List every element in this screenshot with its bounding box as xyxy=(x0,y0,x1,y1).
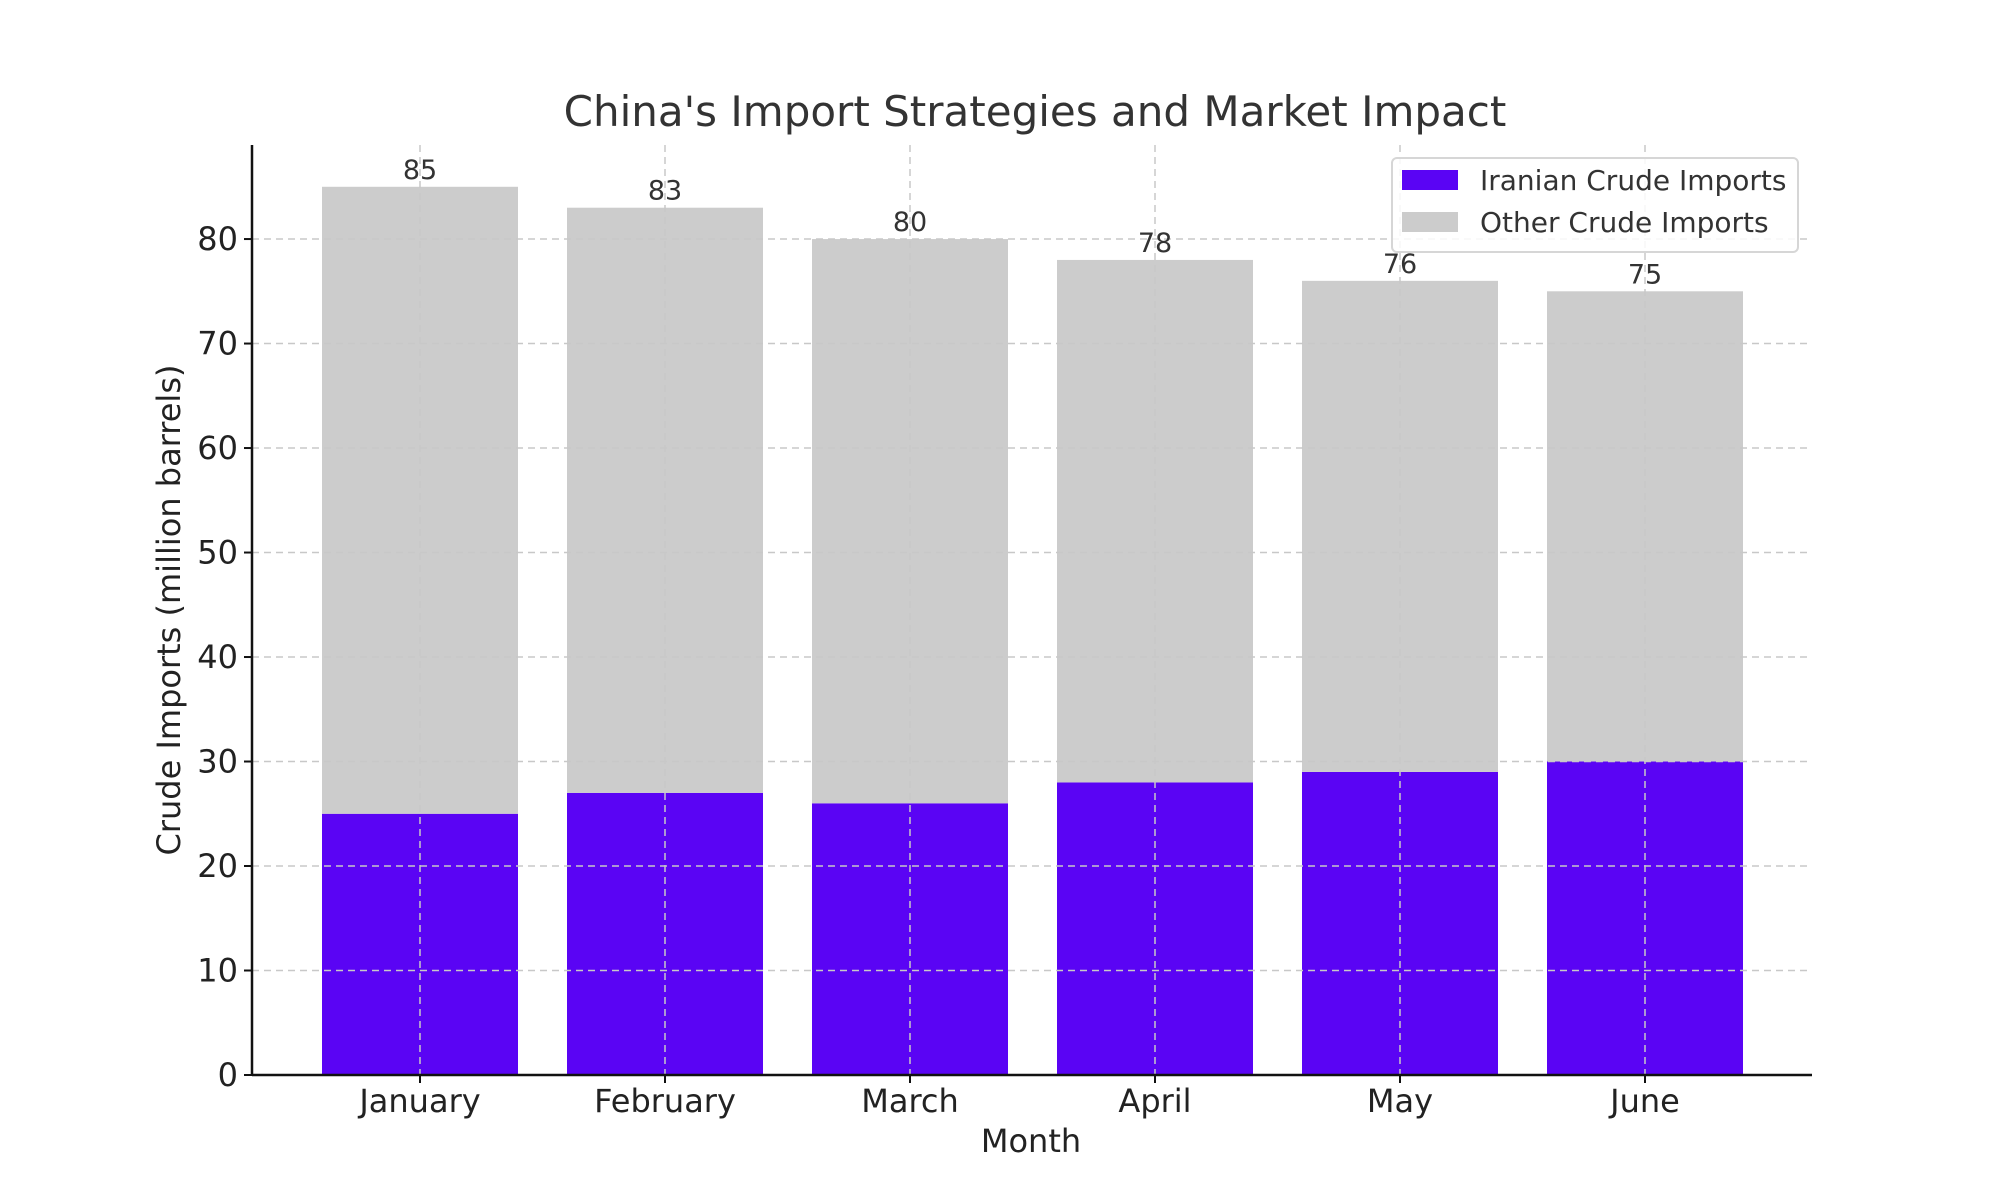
x-tick-label: April xyxy=(1118,1082,1191,1120)
data-label: 85 xyxy=(403,155,437,186)
x-tick-label: January xyxy=(357,1082,480,1120)
x-tick-label: May xyxy=(1367,1082,1433,1120)
data-label: 78 xyxy=(1138,228,1172,259)
legend: Iranian Crude Imports Other Crude Imports xyxy=(1391,157,1799,253)
legend-label-iranian: Iranian Crude Imports xyxy=(1480,164,1786,197)
x-tick-label: February xyxy=(594,1082,736,1120)
data-label: 83 xyxy=(648,176,682,207)
y-tick-label: 60 xyxy=(197,429,238,467)
data-labels: 85 83 80 78 76 75 xyxy=(403,155,1662,290)
x-axis-label: Month xyxy=(981,1122,1081,1160)
y-tick-label: 0 xyxy=(218,1056,238,1094)
data-label: 80 xyxy=(893,207,927,238)
axes: 0 10 20 30 40 50 60 70 80 January February March Apr… xyxy=(197,145,1812,1120)
y-tick-label: 70 xyxy=(197,325,238,363)
data-label: 75 xyxy=(1628,259,1662,290)
y-tick-label: 10 xyxy=(197,952,238,990)
y-tick-label: 30 xyxy=(197,743,238,781)
legend-label-other: Other Crude Imports xyxy=(1480,206,1769,239)
bar-other-june xyxy=(1547,291,1743,762)
y-tick-label: 20 xyxy=(197,847,238,885)
bars xyxy=(322,186,1743,1075)
x-tick-label: March xyxy=(861,1082,959,1120)
y-tick-label: 40 xyxy=(197,638,238,676)
y-tick-label: 50 xyxy=(197,534,238,572)
legend-swatch-iranian xyxy=(1402,170,1458,190)
data-label: 76 xyxy=(1383,249,1417,280)
y-tick-label: 80 xyxy=(197,220,238,258)
legend-frame xyxy=(1391,157,1799,253)
chart-title: China's Import Strategies and Market Imp… xyxy=(564,87,1507,136)
legend-swatch-other xyxy=(1402,212,1458,232)
x-tick-label: June xyxy=(1608,1082,1680,1120)
y-axis-label: Crude Imports (million barrels) xyxy=(150,365,188,856)
